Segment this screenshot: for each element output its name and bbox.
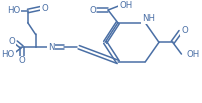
Text: OH: OH [186,50,200,59]
Text: O: O [89,6,96,15]
Text: O: O [41,4,48,13]
Text: HO: HO [7,6,21,15]
Text: N: N [48,43,55,52]
Text: HO: HO [2,50,15,59]
Text: O: O [9,37,16,46]
Text: NH: NH [142,14,155,23]
Text: OH: OH [119,1,132,10]
Text: O: O [19,56,25,65]
Text: O: O [181,26,188,35]
